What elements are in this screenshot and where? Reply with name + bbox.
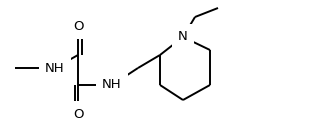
Text: O: O bbox=[73, 108, 83, 121]
Text: NH: NH bbox=[45, 61, 65, 74]
Text: N: N bbox=[178, 31, 188, 44]
Text: NH: NH bbox=[102, 79, 122, 92]
Text: O: O bbox=[73, 19, 83, 32]
